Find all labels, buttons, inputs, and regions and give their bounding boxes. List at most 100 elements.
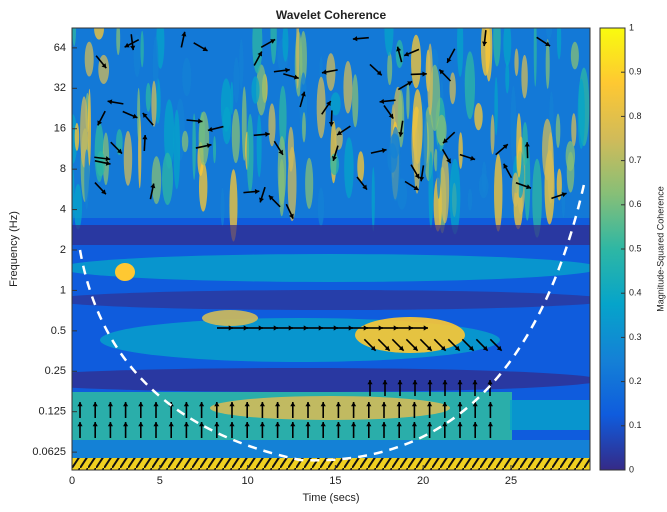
field-streak: [429, 151, 434, 228]
field-streak: [494, 154, 502, 232]
field-band: [0, 368, 600, 392]
field-streak: [521, 55, 527, 99]
field-streak: [213, 136, 216, 163]
field-streak: [137, 88, 140, 141]
field-streak: [182, 58, 191, 96]
field-streak: [84, 149, 89, 209]
field-streak: [372, 167, 375, 231]
field-streak: [493, 8, 501, 66]
field-band: [60, 254, 600, 282]
field-streak: [468, 189, 472, 211]
field-streak: [230, 82, 233, 115]
field-streak: [268, 103, 275, 146]
coherence-field: [0, 0, 610, 470]
y-tick-label: 1: [60, 284, 66, 296]
field-streak: [85, 42, 94, 77]
field-streak: [534, 12, 537, 87]
x-axis-label: Time (secs): [302, 492, 359, 504]
field-streak: [251, 76, 259, 104]
x-tick-label: 0: [69, 475, 75, 487]
field-streak: [503, 21, 511, 66]
field-band: [50, 290, 610, 310]
field-streak: [485, 12, 492, 81]
field-streak: [302, 112, 306, 142]
field-streak: [247, 114, 254, 193]
field-streak: [516, 113, 521, 178]
field-streak: [474, 103, 482, 130]
colorbar-tick-label: 0.2: [629, 376, 642, 386]
field-streak: [557, 18, 561, 60]
field-streak: [239, 39, 243, 90]
field-streak: [124, 131, 132, 186]
field-streak: [387, 52, 392, 85]
field-streak: [72, 12, 76, 46]
field-streak: [344, 137, 353, 198]
field-streak: [491, 115, 495, 155]
colorbar-tick-label: 0.3: [629, 332, 642, 342]
field-streak: [146, 83, 151, 112]
x-tick-label: 5: [157, 475, 163, 487]
field-streak: [334, 127, 342, 150]
x-tick-label: 15: [329, 475, 341, 487]
field-streak: [116, 22, 120, 55]
field-streak: [571, 42, 579, 70]
field-streak: [406, 82, 409, 119]
field-streak: [512, 173, 519, 207]
field-streak: [494, 77, 498, 135]
y-tick-label: 64: [54, 42, 66, 54]
field-streak: [457, 11, 463, 77]
colorbar-tick-label: 1: [629, 22, 634, 32]
y-tick-label: 4: [60, 203, 66, 215]
field-blob: [202, 310, 258, 326]
field-streak: [199, 162, 207, 212]
field-streak: [562, 182, 566, 218]
field-streak: [482, 161, 487, 193]
colorbar-tick-label: 0.6: [629, 199, 642, 209]
field-streak: [173, 110, 180, 190]
field-streak: [449, 72, 455, 104]
field-band: [510, 400, 590, 430]
y-tick-label: 0.25: [45, 365, 66, 377]
x-tick-label: 20: [417, 475, 429, 487]
field-streak: [578, 79, 585, 149]
field-streak: [162, 153, 173, 205]
colorbar-tick-label: 0.8: [629, 111, 642, 121]
field-streak: [458, 132, 462, 169]
field-streak: [257, 114, 262, 177]
field-streak: [343, 61, 352, 114]
field-band: [72, 225, 590, 245]
y-tick-label: 8: [60, 163, 66, 175]
field-streak: [441, 153, 449, 223]
field-band: [72, 440, 590, 458]
y-tick-label: 0.125: [38, 406, 66, 418]
field-streak: [437, 142, 441, 199]
colorbar-tick-label: 0.4: [629, 288, 642, 298]
field-streak: [465, 51, 475, 119]
field-streak: [511, 86, 517, 164]
field-streak: [192, 114, 196, 180]
field-streak: [411, 35, 421, 89]
field-blob: [115, 263, 135, 281]
field-streak: [282, 23, 288, 62]
colorbar-tick-label: 0: [629, 464, 634, 474]
field-streak: [252, 11, 262, 74]
field-streak: [182, 131, 189, 152]
colorbar-tick-label: 0.5: [629, 243, 642, 253]
field-streak: [305, 158, 313, 209]
chart-title: Wavelet Coherence: [276, 8, 387, 22]
field-streak: [233, 57, 239, 103]
y-tick-label: 2: [60, 244, 66, 256]
colorbar-tick-label: 0.7: [629, 155, 642, 165]
field-streak: [75, 123, 80, 151]
field-streak: [505, 61, 509, 93]
x-tick-label: 25: [505, 475, 517, 487]
field-streak: [450, 159, 461, 234]
field-streak: [556, 114, 561, 149]
y-tick-label: 0.5: [51, 325, 66, 337]
field-streak: [232, 109, 240, 163]
field-streak: [317, 77, 326, 139]
colorbar-tick-label: 0.9: [629, 67, 642, 77]
field-streak: [88, 89, 91, 166]
colorbar-tick-label: 0.1: [629, 420, 642, 430]
field-streak: [199, 111, 210, 165]
